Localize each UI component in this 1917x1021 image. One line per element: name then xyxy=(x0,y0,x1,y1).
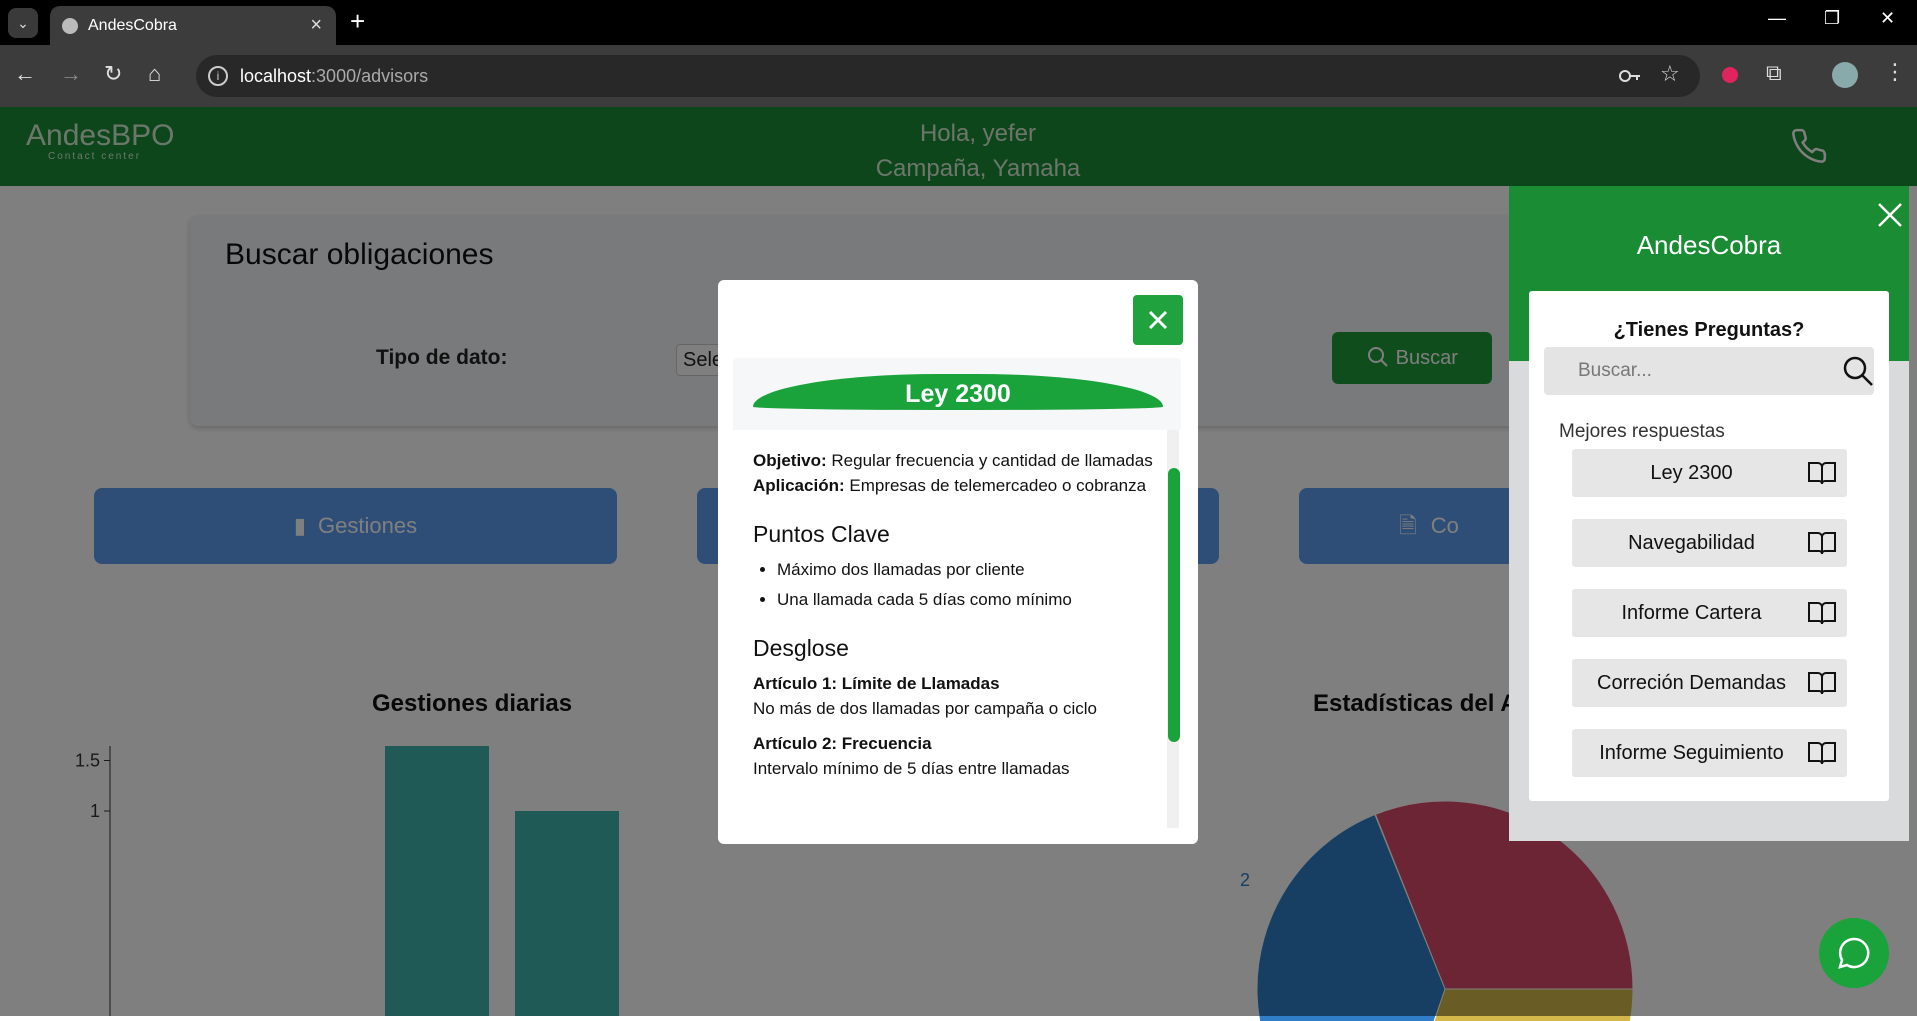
extension-icon[interactable] xyxy=(1722,67,1738,83)
close-window-icon[interactable]: ✕ xyxy=(1880,8,1896,28)
close-icon[interactable] xyxy=(1875,200,1905,230)
profile-avatar[interactable] xyxy=(1832,62,1858,88)
document-modal: Ley 2300 Objetivo: Regular frecuencia y … xyxy=(718,280,1198,844)
chat-bubble-icon xyxy=(1838,937,1870,969)
faq-side-panel: AndesCobra ¿Tienes Preguntas? Buscar... … xyxy=(1509,186,1909,841)
restore-icon[interactable]: ❐ xyxy=(1824,8,1841,28)
browser-tab-bar: ⌄ AndesCobra × + — ❐ ✕ xyxy=(0,0,1917,45)
faq-item-navegabilidad[interactable]: Navegabilidad xyxy=(1572,519,1847,567)
faq-item-ley-2300[interactable]: Ley 2300 xyxy=(1572,449,1847,497)
scrollbar-thumb[interactable] xyxy=(1168,468,1180,742)
close-tab-icon[interactable]: × xyxy=(310,14,322,36)
puntos-list: Máximo dos llamadas por cliente Una llam… xyxy=(777,557,1153,612)
forward-arrow-icon[interactable]: → xyxy=(60,61,82,86)
list-item: Máximo dos llamadas por cliente xyxy=(777,557,1153,582)
faq-item-informe-seguimiento[interactable]: Informe Seguimiento xyxy=(1572,729,1847,777)
password-key-icon[interactable] xyxy=(1618,65,1642,87)
reload-icon[interactable]: ↻ xyxy=(104,61,123,86)
document-viewer: Ley 2300 Objetivo: Regular frecuencia y … xyxy=(733,358,1181,828)
search-icon[interactable] xyxy=(1841,354,1875,388)
url-text: localhost:3000/advisors xyxy=(240,66,429,86)
browser-toolbar: ← → ↻ ⌂ i localhost:3000/advisors ☆ ⧉ ⋮ xyxy=(0,45,1917,107)
scrollbar[interactable] xyxy=(1167,430,1180,828)
list-item: Una llamada cada 5 días como mínimo xyxy=(777,587,1153,612)
tab-title: AndesCobra xyxy=(88,17,177,34)
site-info-icon[interactable]: i xyxy=(208,66,228,86)
book-icon xyxy=(1808,742,1836,765)
book-icon xyxy=(1808,602,1836,625)
chat-button[interactable] xyxy=(1819,918,1889,988)
globe-icon xyxy=(62,18,78,34)
minimize-icon[interactable]: — xyxy=(1768,8,1786,28)
book-icon xyxy=(1808,672,1836,695)
articulo-1: Artículo 1: Límite de Llamadas No más de … xyxy=(753,674,1097,718)
extensions-puzzle-icon[interactable]: ⧉ xyxy=(1766,60,1782,85)
book-icon xyxy=(1808,462,1836,485)
book-icon xyxy=(1808,532,1836,555)
menu-kebab-icon[interactable]: ⋮ xyxy=(1884,59,1906,84)
back-arrow-icon[interactable]: ← xyxy=(14,61,36,86)
articulo-2: Artículo 2: Frecuencia Intervalo mínimo d… xyxy=(753,734,1070,778)
side-panel-title: AndesCobra xyxy=(1636,230,1782,260)
faq-search-input[interactable]: Buscar... xyxy=(1544,347,1874,395)
tab-search-button[interactable]: ⌄ xyxy=(8,8,38,38)
faq-item-informe-cartera[interactable]: Informe Cartera xyxy=(1572,589,1847,637)
faq-item-correcion-demandas[interactable]: Correción Demandas xyxy=(1572,659,1847,707)
faq-question: ¿Tienes Preguntas? xyxy=(1613,319,1805,341)
aplicacion-line: Aplicación: Empresas de telemercadeo o c… xyxy=(753,476,1147,495)
home-icon[interactable]: ⌂ xyxy=(148,61,162,86)
objetivo-line: Objetivo: Regular frecuencia y cantidad … xyxy=(753,451,1153,470)
puntos-clave-heading: Puntos Clave xyxy=(753,521,890,547)
browser-tab[interactable]: AndesCobra × xyxy=(50,6,336,45)
desglose-heading: Desglose xyxy=(753,635,849,661)
bookmark-star-icon[interactable]: ☆ xyxy=(1660,61,1680,86)
document-body[interactable]: Objetivo: Regular frecuencia y cantidad … xyxy=(733,430,1181,828)
close-icon xyxy=(1148,310,1168,330)
faq-card: ¿Tienes Preguntas? Buscar... Mejores res… xyxy=(1529,291,1889,801)
address-bar[interactable]: i localhost:3000/advisors xyxy=(196,55,1700,97)
new-tab-button[interactable]: + xyxy=(350,6,366,36)
document-title: Ley 2300 xyxy=(753,374,1163,410)
modal-close-button[interactable] xyxy=(1133,295,1183,345)
best-answers-label: Mejores respuestas xyxy=(1559,421,1725,442)
